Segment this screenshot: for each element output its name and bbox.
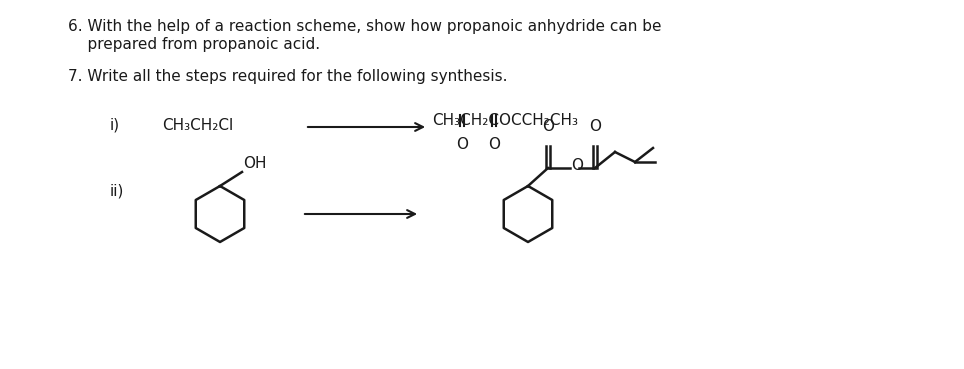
Text: CH₃CH₂COCCH₂CH₃: CH₃CH₂COCCH₂CH₃	[432, 113, 578, 128]
Text: O: O	[456, 137, 468, 152]
Text: O: O	[542, 119, 554, 134]
Text: CH₃CH₂Cl: CH₃CH₂Cl	[162, 118, 233, 133]
Text: 6. With the help of a reaction scheme, show how propanoic anhydride can be: 6. With the help of a reaction scheme, s…	[68, 19, 661, 34]
Text: ii): ii)	[110, 184, 124, 199]
Text: OH: OH	[243, 156, 266, 171]
Text: prepared from propanoic acid.: prepared from propanoic acid.	[68, 37, 320, 52]
Text: i): i)	[110, 118, 120, 133]
Text: O: O	[571, 159, 583, 173]
Text: O: O	[589, 119, 601, 134]
Text: 7. Write all the steps required for the following synthesis.: 7. Write all the steps required for the …	[68, 69, 507, 84]
Text: O: O	[488, 137, 500, 152]
